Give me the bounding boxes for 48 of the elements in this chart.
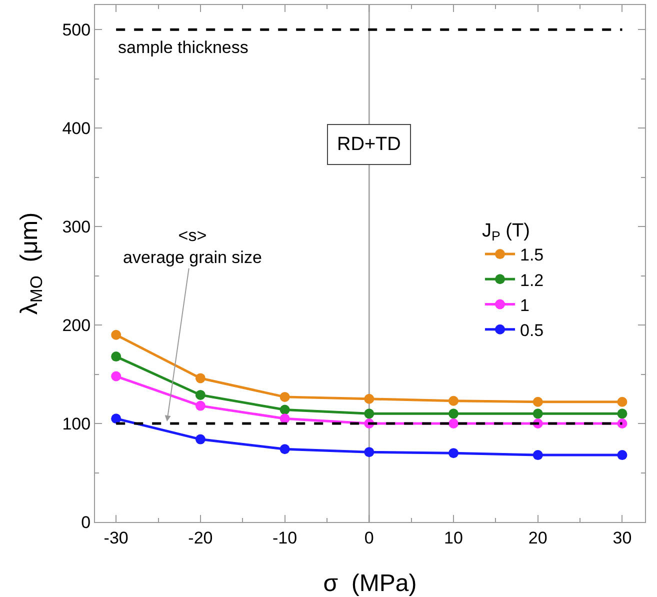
legend-label: 1.5: [520, 246, 544, 265]
point: [364, 447, 374, 458]
point: [111, 414, 122, 424]
point: [364, 394, 374, 404]
point: [280, 404, 290, 415]
y-tick-label: 0: [81, 512, 91, 532]
point: [195, 434, 206, 444]
y-tick-label: 100: [62, 414, 91, 434]
point: [448, 396, 459, 406]
point: [617, 396, 628, 407]
x-tick-label: 20: [528, 528, 548, 548]
legend-label: 1: [520, 296, 530, 315]
point: [448, 408, 459, 419]
point: [448, 448, 459, 458]
point: [195, 390, 206, 400]
point: [280, 414, 290, 424]
x-tick-label: -30: [104, 528, 128, 548]
y-tick-label: 200: [62, 316, 91, 335]
point: [617, 408, 628, 419]
ref-line-label: <s> average grain size: [123, 226, 262, 268]
legend-label: 0.5: [520, 320, 544, 340]
point: [280, 392, 290, 402]
point: [617, 418, 628, 429]
x-tick-label: 30: [612, 528, 632, 548]
x-tick-label: 0: [364, 528, 374, 548]
y-tick-label: 300: [62, 218, 91, 237]
point: [617, 450, 628, 460]
legend-label: 1.2: [520, 270, 544, 290]
point: [111, 371, 122, 382]
x-tick-label: -10: [272, 528, 298, 548]
y-tick-label: 400: [62, 119, 91, 138]
point: [195, 400, 206, 411]
x-axis-title: σ (MPa): [323, 570, 417, 597]
y-tick-label: 500: [62, 20, 91, 40]
point: [532, 396, 543, 407]
point: [280, 444, 290, 454]
point: [111, 352, 122, 362]
point: [111, 330, 122, 340]
point: [195, 373, 206, 384]
x-tick-label: 10: [444, 528, 463, 548]
point: [364, 408, 374, 419]
point: [532, 408, 543, 419]
point: [448, 418, 459, 429]
annotation: RD+TD: [337, 134, 401, 155]
x-tick-label: -20: [188, 528, 213, 548]
ref-line-label: sample thickness: [118, 38, 248, 57]
legend-title: J$_{P}$ (T): [482, 220, 530, 244]
point: [532, 450, 543, 460]
